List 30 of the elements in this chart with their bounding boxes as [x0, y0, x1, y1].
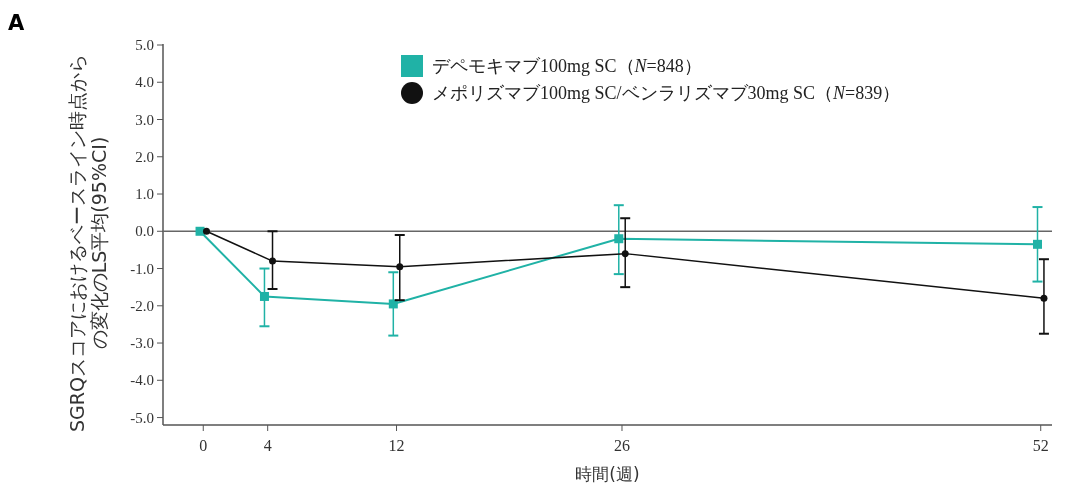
- y-axis-title: SGRQスコアにおけるベースライン時点からの変化のLS平均(95%CI): [66, 54, 110, 432]
- point: [396, 263, 404, 271]
- point: [1033, 239, 1043, 249]
- x-tick-label: 0: [199, 437, 208, 454]
- y-tick-label: -5.0: [130, 409, 154, 426]
- x-tick-label: 12: [388, 437, 405, 454]
- y-tick-label: -4.0: [130, 372, 154, 389]
- x-tick-label: 4: [263, 437, 272, 454]
- point: [259, 291, 269, 301]
- chart-title: A: [8, 11, 25, 35]
- point: [614, 234, 624, 244]
- y-tick-label: -1.0: [130, 260, 154, 277]
- point: [388, 299, 398, 309]
- y-tick-label: 0.0: [135, 223, 154, 240]
- y-tick-label: 2.0: [135, 148, 154, 165]
- x-axis-title: 時間(週): [575, 464, 640, 484]
- legend-label: メポリズマブ100mg SC/ベンラリズマブ30mg SC（N=839）: [432, 83, 901, 103]
- point: [202, 227, 210, 235]
- x-tick-label: 52: [1032, 437, 1049, 454]
- point: [1040, 294, 1048, 302]
- point: [621, 250, 629, 258]
- y-tick-label: -2.0: [130, 297, 154, 314]
- point: [269, 257, 277, 265]
- y-tick-label: -3.0: [130, 335, 154, 352]
- legend-label: デペモキマブ100mg SC（N=848）: [432, 56, 702, 76]
- x-tick-label: 26: [613, 437, 630, 454]
- y-tick-label: 5.0: [135, 37, 154, 53]
- y-tick-label: 3.0: [135, 111, 154, 128]
- y-tick-label: 4.0: [135, 74, 154, 91]
- y-tick-label: 1.0: [135, 186, 154, 203]
